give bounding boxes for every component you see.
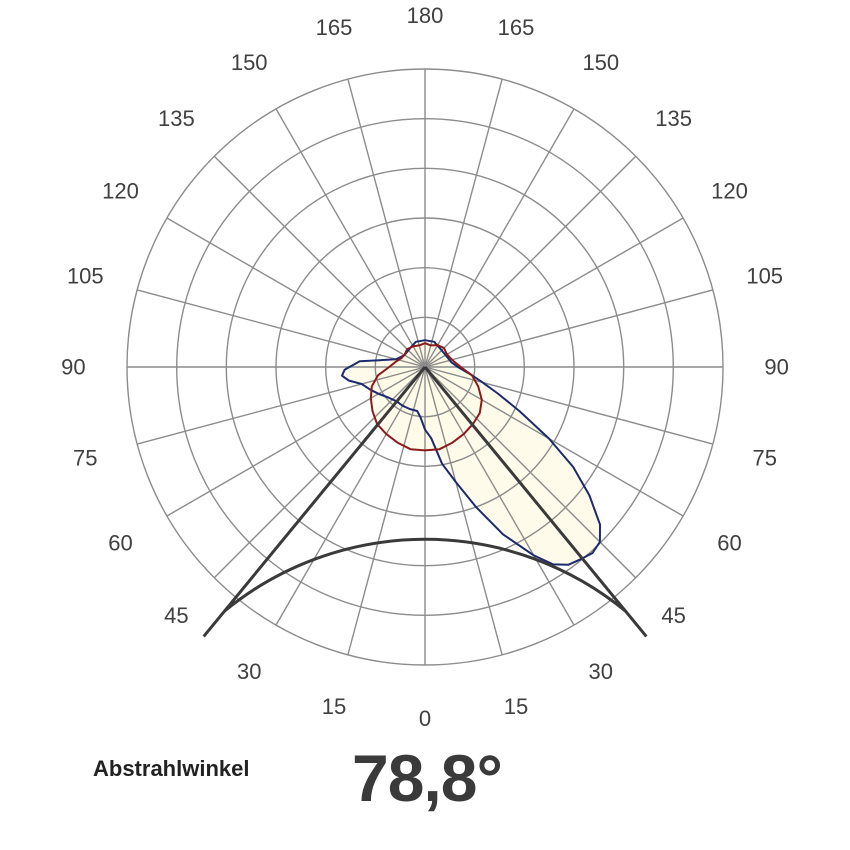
tick-label-right: 120 — [711, 179, 748, 204]
tick-label-left: 150 — [231, 50, 268, 75]
tick-label-left: 45 — [164, 603, 188, 628]
tick-label-left: 180 — [407, 3, 444, 28]
beam-edge-right — [423, 366, 648, 638]
tick-label-right: 15 — [504, 694, 528, 719]
tick-label-left: 60 — [108, 530, 132, 555]
tick-label-right: 90 — [764, 355, 788, 380]
beam-arc — [223, 537, 627, 613]
tick-label-left: 105 — [67, 264, 104, 289]
curve-fill-2 — [370, 343, 482, 451]
tick-label-right: 135 — [655, 106, 692, 131]
tick-label-left: 30 — [237, 659, 261, 684]
tick-label-right: 45 — [661, 603, 685, 628]
curve-line-2 — [369, 342, 483, 452]
tick-label-left: 90 — [61, 355, 85, 380]
tick-label-left: 0 — [419, 706, 431, 731]
beam-angle-label: Abstrahlwinkel — [93, 756, 250, 781]
tick-label-left: 120 — [102, 179, 139, 204]
tick-label-right: 75 — [752, 446, 776, 471]
tick-label-left: 15 — [322, 694, 346, 719]
curve-line-1 — [341, 339, 601, 566]
beam-edge-left — [202, 366, 427, 638]
tick-label-left: 135 — [158, 106, 195, 131]
intensity-curves — [342, 340, 600, 565]
tick-label-right: 30 — [589, 659, 613, 684]
tick-label-right: 150 — [582, 50, 619, 75]
beam-angle-indicator — [202, 366, 648, 638]
tick-label-right: 165 — [498, 15, 535, 40]
tick-label-left: 165 — [316, 15, 353, 40]
tick-label-left: 75 — [73, 446, 97, 471]
beam-angle-value: 78,8° — [352, 741, 503, 815]
tick-label-right: 60 — [717, 530, 741, 555]
tick-label-right: 105 — [746, 264, 783, 289]
